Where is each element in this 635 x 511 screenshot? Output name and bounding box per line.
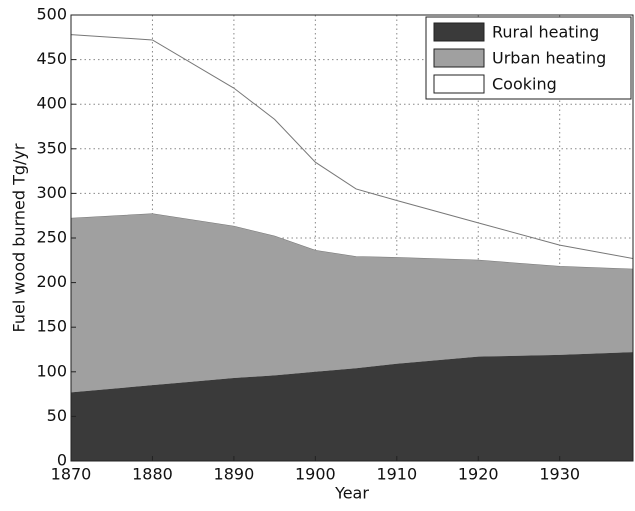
- legend-label: Cooking: [492, 75, 557, 94]
- legend-swatch: [433, 22, 485, 42]
- x-tick-label: 1930: [539, 465, 580, 484]
- y-tick-label: 0: [57, 451, 67, 470]
- y-tick-label: 300: [36, 183, 67, 202]
- y-tick-label: 100: [36, 361, 67, 380]
- y-tick-label: 400: [36, 94, 67, 113]
- legend-swatch: [433, 74, 485, 94]
- y-tick-label: 200: [36, 272, 67, 291]
- x-tick-label: 1880: [132, 465, 173, 484]
- y-tick-label: 500: [36, 5, 67, 24]
- y-tick-label: 50: [47, 406, 67, 425]
- x-tick-label: 1890: [214, 465, 255, 484]
- legend-label: Urban heating: [492, 49, 606, 68]
- legend: Rural heating Urban heating Cooking: [425, 16, 632, 100]
- area: [71, 352, 633, 461]
- y-tick-label: 150: [36, 317, 67, 336]
- legend-swatch: [433, 48, 485, 68]
- x-tick-label: 1900: [295, 465, 336, 484]
- x-axis-label: Year: [334, 484, 369, 503]
- y-tick-label: 250: [36, 228, 67, 247]
- y-tick-label: 450: [36, 49, 67, 68]
- legend-label: Rural heating: [492, 23, 599, 42]
- y-axis-label: Fuel wood burned Tg/yr: [10, 143, 29, 332]
- area: [71, 213, 633, 393]
- x-tick-label: 1870: [51, 465, 92, 484]
- x-tick-label: 1910: [376, 465, 417, 484]
- y-tick-label: 350: [36, 138, 67, 157]
- x-tick-label: 1920: [458, 465, 499, 484]
